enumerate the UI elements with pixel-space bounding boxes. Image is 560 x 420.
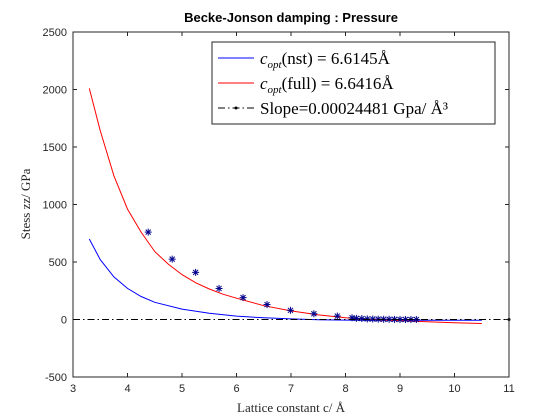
marker-stroke [311, 310, 317, 317]
marker-stroke [216, 285, 222, 292]
marker-stroke [358, 315, 365, 322]
marker-stroke [353, 315, 360, 322]
marker-stroke [413, 316, 420, 323]
x-tick-label: 6 [233, 383, 239, 395]
x-axis-label: Lattice constant c/ Å [237, 400, 346, 415]
data-point-marker [239, 294, 247, 302]
data-point-marker [310, 310, 318, 318]
data-point-marker [333, 312, 341, 320]
plot-lines [73, 88, 511, 324]
legend-label: copt(nst) = 6.6145Å [260, 49, 391, 71]
data-point-marker [412, 316, 420, 323]
marker-stroke [287, 307, 294, 314]
legend-label-symbol: c [260, 74, 268, 93]
marker-stroke [397, 316, 403, 323]
data-point-marker [286, 306, 294, 314]
legend-label-subscript: opt [268, 84, 283, 96]
marker-stroke [145, 229, 152, 235]
x-tick-label: 10 [448, 383, 460, 395]
data-point-marker [263, 301, 271, 309]
x-tick-label: 3 [70, 383, 76, 395]
marker-stroke [402, 316, 409, 323]
y-tick-label: 2500 [43, 27, 67, 39]
marker-stroke [169, 256, 176, 262]
x-tick-label: 9 [397, 383, 403, 395]
legend-label-rest: (nst) = 6.6145Å [282, 49, 391, 68]
marker-stroke [334, 313, 341, 319]
series-line-1 [88, 88, 482, 324]
chart-title: Becke-Jonson damping : Pressure [184, 10, 398, 25]
legend-label: Slope=0.00024481 Gpa/ Å³ [260, 99, 448, 118]
y-tick-label: 2000 [43, 85, 67, 97]
marker-stroke [264, 301, 270, 308]
legend-swatch-marker [234, 106, 238, 110]
marker-stroke [240, 294, 246, 301]
legend-label-symbol: c [260, 49, 268, 68]
data-point-marker [358, 315, 366, 323]
y-tick-label: 1000 [43, 200, 67, 212]
data-point-marker [144, 228, 152, 236]
data-point-marker [215, 284, 223, 292]
legend-label: copt(full) = 6.6416Å [260, 74, 394, 96]
y-tick-label: -500 [45, 372, 67, 384]
x-tick-label: 7 [288, 383, 294, 395]
axis-ticks: 3 4 5 6 7 8 9 10 11 -500 0 500 1000 1500 2000 2500 [43, 27, 515, 395]
y-axis-label: Stess zz/ GPa [18, 168, 33, 239]
marker-stroke [369, 316, 376, 322]
y-tick-label: 500 [49, 257, 67, 269]
data-point-marker [168, 255, 176, 263]
x-tick-label: 5 [179, 383, 185, 395]
axes-box [72, 31, 510, 378]
x-tick-label: 4 [124, 383, 130, 395]
marker-stroke [386, 316, 392, 323]
data-point-marker [192, 268, 200, 276]
marker-stroke [192, 269, 199, 276]
y-tick-label: 1500 [43, 142, 67, 154]
legend-label-subscript: opt [268, 59, 283, 71]
x-tick-label: 8 [342, 383, 348, 395]
x-tick-label: 11 [503, 383, 514, 395]
marker-stroke [364, 316, 371, 322]
y-tick-label: 0 [61, 315, 67, 327]
legend-label-rest: (full) = 6.6416Å [282, 74, 395, 93]
legend-box [211, 41, 496, 125]
